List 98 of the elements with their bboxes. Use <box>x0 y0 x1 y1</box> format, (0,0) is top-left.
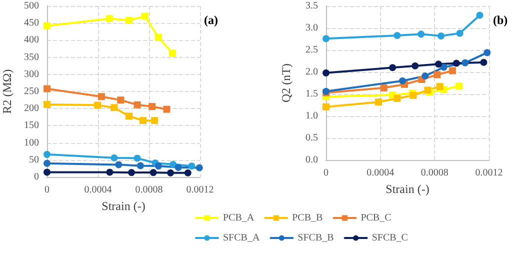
point <box>115 161 122 168</box>
point <box>150 169 157 176</box>
point <box>398 77 406 84</box>
point <box>438 32 445 40</box>
x-tick-label: 0 <box>44 184 50 196</box>
point <box>184 169 192 176</box>
point <box>44 168 50 176</box>
point <box>412 62 419 70</box>
point <box>98 93 105 100</box>
x-tick-label: 0.0012 <box>186 184 214 196</box>
point <box>128 169 136 176</box>
y-axis-title: R2 (MΩ) <box>0 69 14 114</box>
y-tick-label: 0.0 <box>306 154 318 166</box>
point <box>322 103 330 110</box>
y-tick-label: 1.5 <box>306 88 318 100</box>
y-tick-label: 250 <box>24 86 39 97</box>
point <box>94 102 102 109</box>
y-tick-label: 2.5 <box>306 44 318 56</box>
y-tick-label: 450 <box>24 18 39 29</box>
y-tick-label: 500 <box>24 0 39 12</box>
point <box>154 34 162 41</box>
point <box>141 12 148 20</box>
legend-label: PCB_C <box>360 212 392 224</box>
point <box>322 35 330 42</box>
point <box>110 104 118 112</box>
point <box>134 154 141 162</box>
point <box>110 154 118 162</box>
point <box>452 60 460 67</box>
point <box>167 169 174 176</box>
point <box>44 100 50 108</box>
point <box>154 162 162 170</box>
point <box>448 67 456 74</box>
text: (a) <box>204 13 218 27</box>
x-axis-title: Strain (-) <box>386 182 430 196</box>
point <box>44 160 50 167</box>
point <box>434 71 441 78</box>
x-tick-label: 0.0008 <box>420 168 448 179</box>
x-axis-title: Strain (-) <box>102 198 146 213</box>
point <box>163 106 170 113</box>
point <box>434 60 442 68</box>
point <box>322 69 330 76</box>
point <box>456 82 463 90</box>
legend-label: SFCB_C <box>372 232 408 244</box>
point <box>440 64 448 71</box>
x-tick-label: 0.0004 <box>366 168 394 179</box>
point <box>174 164 182 171</box>
y-axis-title: Q2 (nT) <box>279 64 293 103</box>
point <box>436 83 444 90</box>
x-tick-label: 0 <box>324 168 328 179</box>
y-tick-label: 0.5 <box>306 132 318 144</box>
point <box>389 64 396 72</box>
text: (b) <box>493 13 508 27</box>
point <box>44 22 50 30</box>
y-tick-label: 50 <box>29 154 39 166</box>
legend-label: PCB_A <box>223 212 255 224</box>
point <box>125 16 132 24</box>
y-tick-label: 300 <box>24 68 39 80</box>
y-tick-label: 1.0 <box>306 110 318 122</box>
point <box>375 98 382 106</box>
point <box>484 49 491 56</box>
y-tick-label: 200 <box>24 103 39 114</box>
y-tick-label: 100 <box>24 137 39 148</box>
point <box>117 96 124 104</box>
point <box>480 58 488 66</box>
legend-label: PCB_B <box>292 212 324 224</box>
legend-label: SFCB_B <box>298 232 334 244</box>
point <box>462 59 469 66</box>
point <box>106 15 113 22</box>
y-tick-label: 350 <box>24 52 39 63</box>
point <box>140 117 147 124</box>
y-tick-label: 3.5 <box>306 0 318 12</box>
point <box>125 112 132 120</box>
point <box>106 168 114 176</box>
point <box>380 84 388 92</box>
y-tick-label: 3.0 <box>306 22 318 34</box>
point <box>168 50 176 57</box>
point <box>44 85 50 92</box>
point <box>456 30 464 37</box>
point <box>148 103 156 110</box>
legend-label: SFCB_A <box>223 232 260 244</box>
point <box>151 117 158 124</box>
x-tick-label: 0.0008 <box>135 184 163 196</box>
point <box>196 164 203 172</box>
y-tick-label: 150 <box>24 120 39 132</box>
y-tick-label: 400 <box>24 34 39 46</box>
point <box>394 94 401 102</box>
point <box>394 32 401 39</box>
point <box>134 101 141 108</box>
point <box>418 30 425 38</box>
point <box>476 12 484 19</box>
x-tick-label: 0.0004 <box>84 184 112 196</box>
point <box>188 162 196 170</box>
y-tick-label: 2.0 <box>306 66 318 78</box>
point <box>422 72 429 80</box>
point <box>136 162 144 170</box>
x-tick-label: 0.0012 <box>475 168 503 179</box>
point <box>44 150 50 158</box>
point <box>170 160 177 168</box>
